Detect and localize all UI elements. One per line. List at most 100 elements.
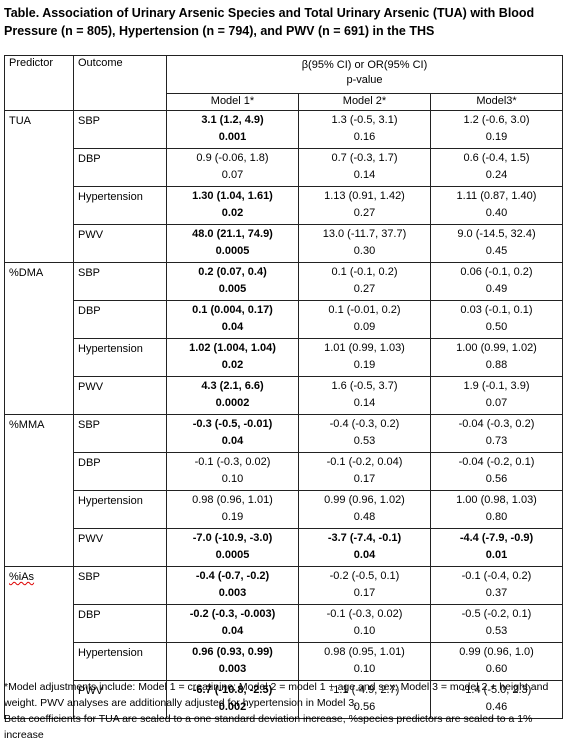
p-value: 0.0005 <box>215 549 250 561</box>
estimate-value: 0.1 (-0.1, 0.2) <box>331 266 398 278</box>
estimate-value: 48.0 (21.1, 74.9) <box>192 228 273 240</box>
p-value: 0.10 <box>353 663 376 675</box>
estimate-value: -6.7 (-10.8, -2.5) <box>192 684 273 696</box>
p-value: 0.04 <box>221 625 244 637</box>
estimate-value: 0.7 (-0.3, 1.7) <box>331 152 398 164</box>
p-value: 0.02 <box>221 207 244 219</box>
p-value: 0.40 <box>485 207 508 219</box>
table-header-row: Predictor Outcome β(95% CI) or OR(95% CI… <box>4 55 563 111</box>
p-value: 0.003 <box>218 587 247 599</box>
outcome-cell: PWV <box>73 680 167 719</box>
estimate-value: -0.1 (-0.3, 0.02) <box>326 608 403 620</box>
p-value: 0.10 <box>221 473 244 485</box>
estimate-value: 13.0 (-11.7, 37.7) <box>322 228 407 240</box>
estimate-value: 0.98 (0.96, 1.01) <box>192 494 273 506</box>
estimate-value: 4.3 (2.1, 6.6) <box>201 380 264 392</box>
m3-cell: 1.11 (0.87, 1.40) 0.40 <box>430 186 563 225</box>
outcome-cell: PWV <box>73 376 167 415</box>
p-value: 0.19 <box>353 359 376 371</box>
p-value: 0.16 <box>353 131 376 143</box>
outcome-cell: DBP <box>73 300 167 339</box>
p-value: 0.19 <box>221 511 244 523</box>
estimate-value: 0.98 (0.95, 1.01) <box>324 646 405 658</box>
m2-cell: 1.13 (0.91, 1.42) 0.27 <box>298 186 431 225</box>
p-value: 0.30 <box>353 245 376 257</box>
p-value: 0.48 <box>353 511 376 523</box>
m1-cell: 0.1 (0.004, 0.17) 0.04 <box>166 300 299 339</box>
m2-cell: 0.99 (0.96, 1.02) 0.48 <box>298 490 431 529</box>
outcome-cell: SBP <box>73 566 167 605</box>
estimate-value: 0.1 (-0.01, 0.2) <box>328 304 401 316</box>
table-row: Hypertension 1.02 (1.004, 1.04) 0.02 1.01 (… <box>5 338 563 377</box>
p-value: 0.60 <box>485 663 508 675</box>
predictor-header: Predictor <box>4 55 74 111</box>
estimate-value: 1.2 (-0.6, 3.0) <box>463 114 530 126</box>
estimate-value: 1.11 (0.87, 1.40) <box>456 190 537 202</box>
table-row: Hypertension 0.98 (0.96, 1.01) 0.19 0.99 (0… <box>5 490 563 529</box>
outcome-cell: Hypertension <box>73 186 167 225</box>
footnote-models: *Model adjustments include: Model 1 = cr… <box>4 681 549 709</box>
m1-cell: 0.9 (-0.06, 1.8) 0.07 <box>166 148 299 187</box>
m2-cell: -0.1 (-0.3, 0.02) 0.10 <box>298 604 431 643</box>
p-value: 0.17 <box>353 587 376 599</box>
measure-header: β(95% CI) or OR(95% CI) p-value <box>166 55 563 94</box>
m3-cell: -4.4 (-7.9, -0.9) 0.01 <box>430 528 563 567</box>
estimate-value: 0.2 (0.07, 0.4) <box>198 266 267 278</box>
predictor-label: TUA <box>9 115 31 127</box>
p-value: 0.01 <box>485 549 508 561</box>
p-value: 0.37 <box>485 587 508 599</box>
m2-cell: 1.3 (-0.5, 3.1) 0.16 <box>298 110 431 149</box>
estimate-value: 0.99 (0.96, 1.02) <box>324 494 405 506</box>
table-row: PWV -7.0 (-10.9, -3.0) 0.0005 -3.7 (-7.4, -… <box>5 528 563 567</box>
m2-cell: 0.1 (-0.1, 0.2) 0.27 <box>298 262 431 301</box>
estimate-value: 3.1 (1.2, 4.9) <box>201 114 264 126</box>
estimate-value: 1.30 (1.04, 1.61) <box>192 190 273 202</box>
table-row: Hypertension 1.30 (1.04, 1.61) 0.02 1.13 (0… <box>5 186 563 225</box>
m3-cell: 1.00 (0.99, 1.02) 0.88 <box>430 338 563 377</box>
estimate-value: -0.2 (-0.3, -0.003) <box>189 608 276 620</box>
p-value: 0.003 <box>218 663 247 675</box>
estimate-value: 1.00 (0.99, 1.02) <box>456 342 537 354</box>
m3-cell: -0.04 (-0.2, 0.1) 0.56 <box>430 452 563 491</box>
estimate-value: -7.0 (-10.9, -3.0) <box>192 532 273 544</box>
m1-cell: -0.2 (-0.3, -0.003) 0.04 <box>166 604 299 643</box>
predictor-label: %DMA <box>9 267 44 279</box>
m1-cell: 0.2 (0.07, 0.4) 0.005 <box>166 262 299 301</box>
estimate-value: -0.3 (-0.5, -0.01) <box>192 418 273 430</box>
p-value: 0.56 <box>353 701 376 713</box>
p-value: 0.17 <box>353 473 376 485</box>
p-value: 0.07 <box>485 397 508 409</box>
p-value: 0.09 <box>353 321 376 333</box>
outcome-cell: Hypertension <box>73 642 167 681</box>
m3-cell: -0.1 (-0.4, 0.2) 0.37 <box>430 566 563 605</box>
p-value: 0.0002 <box>215 397 250 409</box>
m2-cell: -1.1 (-4.9, 2.7) 0.56 <box>298 680 431 719</box>
outcome-cell: SBP <box>73 414 167 453</box>
estimate-value: 1.02 (1.004, 1.04) <box>189 342 276 354</box>
outcome-cell: DBP <box>73 148 167 187</box>
outcome-cell: Hypertension <box>73 338 167 377</box>
p-value: 0.53 <box>353 435 376 447</box>
table-row: PWV 4.3 (2.1, 6.6) 0.0002 1.6 (-0.5, 3.7) 0.… <box>5 376 563 415</box>
m1-cell: 0.98 (0.96, 1.01) 0.19 <box>166 490 299 529</box>
p-value: 0.19 <box>485 131 508 143</box>
m1-cell: 0.96 (0.93, 0.99) 0.003 <box>166 642 299 681</box>
table-row: %MMA SBP -0.3 (-0.5, -0.01) 0.04 -0.4 (-0.3,… <box>4 414 563 567</box>
m3-cell: 0.06 (-0.1, 0.2) 0.49 <box>430 262 563 301</box>
outcome-cell: DBP <box>73 604 167 643</box>
footnote-scaling: Beta coefficients for TUA are scaled to … <box>4 713 533 741</box>
p-value: 0.14 <box>353 169 376 181</box>
estimate-value: -4.4 (-7.9, -0.9) <box>459 532 534 544</box>
p-value: 0.001 <box>218 131 247 143</box>
m1-cell: -6.7 (-10.8, -2.5) 0.002 <box>166 680 299 719</box>
p-value: 0.49 <box>485 283 508 295</box>
p-value: 0.0005 <box>215 245 250 257</box>
m1-cell: -0.3 (-0.5, -0.01) 0.04 <box>166 414 299 453</box>
m2-cell: 0.1 (-0.01, 0.2) 0.09 <box>298 300 431 339</box>
outcome-cell: SBP <box>73 110 167 149</box>
footnotes: *Model adjustments include: Model 1 = cr… <box>4 679 568 743</box>
estimate-value: 0.03 (-0.1, 0.1) <box>460 304 533 316</box>
estimate-value: -3.7 (-7.4, -0.1) <box>327 532 402 544</box>
estimate-value: 1.13 (0.91, 1.42) <box>324 190 405 202</box>
p-value: 0.04 <box>221 435 244 447</box>
